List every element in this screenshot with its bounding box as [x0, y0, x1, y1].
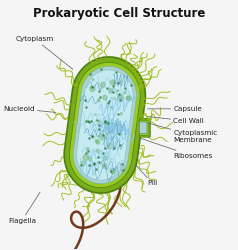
Text: Flagella: Flagella	[8, 192, 40, 224]
Polygon shape	[69, 62, 140, 188]
Circle shape	[114, 82, 116, 84]
Circle shape	[81, 161, 85, 166]
Circle shape	[110, 168, 116, 174]
Circle shape	[92, 136, 95, 138]
Circle shape	[87, 130, 97, 140]
Polygon shape	[73, 66, 136, 184]
Circle shape	[126, 96, 130, 100]
Circle shape	[92, 78, 94, 80]
Circle shape	[96, 149, 99, 152]
Circle shape	[104, 123, 112, 132]
Circle shape	[95, 140, 99, 143]
Circle shape	[104, 156, 107, 160]
Circle shape	[110, 97, 121, 108]
Circle shape	[109, 89, 113, 93]
Circle shape	[100, 134, 104, 138]
Circle shape	[119, 100, 126, 107]
Circle shape	[118, 95, 122, 99]
Polygon shape	[64, 57, 145, 193]
Circle shape	[99, 134, 105, 140]
Circle shape	[101, 82, 105, 87]
Circle shape	[124, 92, 126, 94]
Circle shape	[106, 127, 109, 131]
Text: Capsule: Capsule	[148, 106, 202, 112]
Circle shape	[110, 106, 112, 108]
Circle shape	[127, 96, 131, 101]
Text: Cell Wall: Cell Wall	[148, 116, 204, 124]
Circle shape	[83, 155, 89, 160]
Circle shape	[120, 113, 122, 115]
FancyBboxPatch shape	[139, 118, 150, 137]
Circle shape	[118, 95, 123, 100]
Circle shape	[114, 97, 115, 100]
Circle shape	[82, 136, 90, 145]
FancyBboxPatch shape	[139, 122, 147, 134]
Circle shape	[96, 130, 105, 140]
Circle shape	[96, 140, 100, 144]
Circle shape	[109, 144, 118, 154]
Circle shape	[116, 122, 120, 126]
Circle shape	[94, 109, 106, 120]
Text: Cytoplasm: Cytoplasm	[16, 36, 73, 70]
Circle shape	[110, 80, 115, 85]
Circle shape	[99, 121, 101, 123]
Text: Pili: Pili	[135, 164, 158, 186]
Circle shape	[90, 86, 95, 92]
Circle shape	[104, 121, 109, 126]
Circle shape	[121, 128, 124, 131]
Circle shape	[119, 81, 121, 83]
Text: Ribosomes: Ribosomes	[139, 138, 213, 159]
Circle shape	[107, 143, 113, 149]
Circle shape	[87, 148, 89, 150]
Circle shape	[106, 133, 108, 134]
Circle shape	[102, 163, 107, 168]
Text: Nucleoid: Nucleoid	[3, 106, 56, 112]
Text: Cytoplasmic
Membrane: Cytoplasmic Membrane	[148, 123, 218, 143]
Text: Prokaryotic Cell Structure: Prokaryotic Cell Structure	[33, 7, 205, 20]
Circle shape	[98, 99, 100, 102]
Circle shape	[95, 114, 96, 116]
Polygon shape	[76, 70, 133, 180]
Circle shape	[98, 134, 103, 138]
Circle shape	[89, 157, 92, 161]
FancyBboxPatch shape	[139, 120, 149, 135]
Circle shape	[103, 95, 107, 100]
Circle shape	[117, 90, 119, 92]
